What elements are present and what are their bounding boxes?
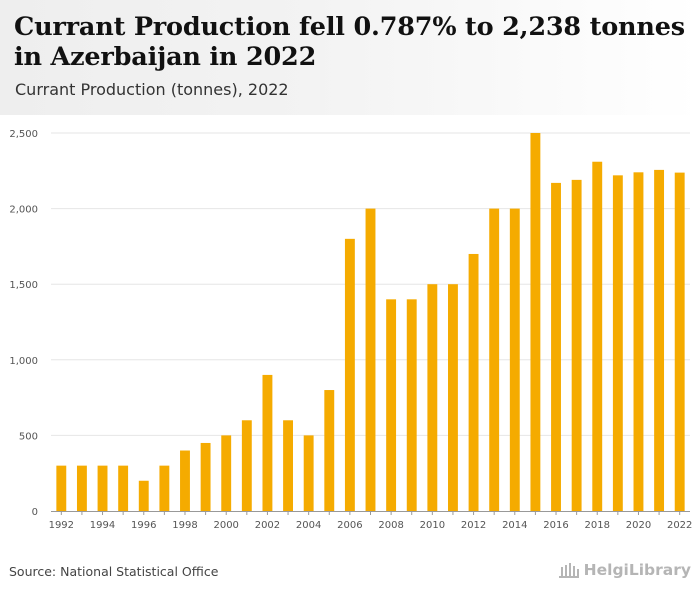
bar-2022[interactable] xyxy=(674,172,685,512)
bar-2009[interactable] xyxy=(406,299,417,511)
x-tick-label: 1992 xyxy=(49,520,74,531)
bar-2001[interactable] xyxy=(241,420,252,511)
bar-2008[interactable] xyxy=(386,299,397,511)
bar-2010[interactable] xyxy=(427,284,438,511)
x-tick-label: 1994 xyxy=(90,520,115,531)
y-tick-label: 2,500 xyxy=(9,129,38,140)
bar-2017[interactable] xyxy=(571,179,582,511)
x-tick-label: 2000 xyxy=(213,520,238,531)
x-tick-label: 2010 xyxy=(420,520,445,531)
x-tick-label: 2012 xyxy=(461,520,486,531)
bar-1996[interactable] xyxy=(138,480,149,511)
bar-1999[interactable] xyxy=(200,442,211,511)
y-tick-label: 1,500 xyxy=(9,280,38,291)
x-tick-label: 2022 xyxy=(667,520,692,531)
bar-2003[interactable] xyxy=(283,420,293,511)
bar-2005[interactable] xyxy=(324,390,335,511)
bar-2007[interactable] xyxy=(365,208,376,511)
x-tick-label: 2020 xyxy=(626,520,651,531)
bar-1993[interactable] xyxy=(76,465,87,511)
x-tick-label: 2002 xyxy=(255,520,280,531)
bar-2018[interactable] xyxy=(592,161,603,511)
bar-2019[interactable] xyxy=(612,175,623,511)
bar-2006[interactable] xyxy=(344,238,355,511)
x-tick-label: 2008 xyxy=(378,520,403,531)
bar-2013[interactable] xyxy=(489,208,500,511)
x-tick-label: 2016 xyxy=(543,520,568,531)
bar-2021[interactable] xyxy=(654,169,665,511)
bar-2011[interactable] xyxy=(448,284,458,511)
bar-2000[interactable] xyxy=(221,435,232,511)
chart-title: Currant Production fell 0.787% to 2,238 … xyxy=(14,12,685,72)
y-tick-label: 500 xyxy=(19,431,38,442)
chart-header: Currant Production fell 0.787% to 2,238 … xyxy=(0,0,700,115)
bar-1994[interactable] xyxy=(97,465,108,511)
x-tick-label: 2018 xyxy=(585,520,610,531)
source-note: Source: National Statistical Office xyxy=(9,564,219,579)
library-building-icon xyxy=(558,563,579,578)
bar-2016[interactable] xyxy=(551,182,561,511)
x-tick-label: 2004 xyxy=(296,520,321,531)
bar-1992[interactable] xyxy=(56,465,67,511)
bar-chart: 0 500 1,000 1,500 2,000 2,500 1992 1994 1996 1998… xyxy=(9,129,692,531)
helgi-library-logo: HelgiLibrary xyxy=(558,561,691,579)
x-tick-label: 2014 xyxy=(502,520,527,531)
y-tick-label: 2,000 xyxy=(9,205,38,216)
bar-2014[interactable] xyxy=(509,208,520,511)
bar-2012[interactable] xyxy=(468,253,479,511)
y-tick-label: 1,000 xyxy=(9,356,38,367)
chart-subtitle: Currant Production (tonnes), 2022 xyxy=(15,80,289,99)
bar-2020[interactable] xyxy=(633,172,644,511)
bar-2015[interactable] xyxy=(530,133,541,511)
bar-1995[interactable] xyxy=(118,465,129,511)
bar-2004[interactable] xyxy=(303,435,314,511)
x-tick-label: 1996 xyxy=(131,520,156,531)
bar-1997[interactable] xyxy=(159,465,170,511)
chart-plot-area: 0 500 1,000 1,500 2,000 2,500 1992 1994 1996 1998… xyxy=(0,115,700,535)
y-tick-label: 0 xyxy=(32,507,38,518)
x-tick-label: 1998 xyxy=(172,520,197,531)
x-tick-label: 2006 xyxy=(337,520,362,531)
bar-2002[interactable] xyxy=(262,374,273,511)
bar-1998[interactable] xyxy=(180,450,190,511)
logo-text: HelgiLibrary xyxy=(583,561,691,579)
